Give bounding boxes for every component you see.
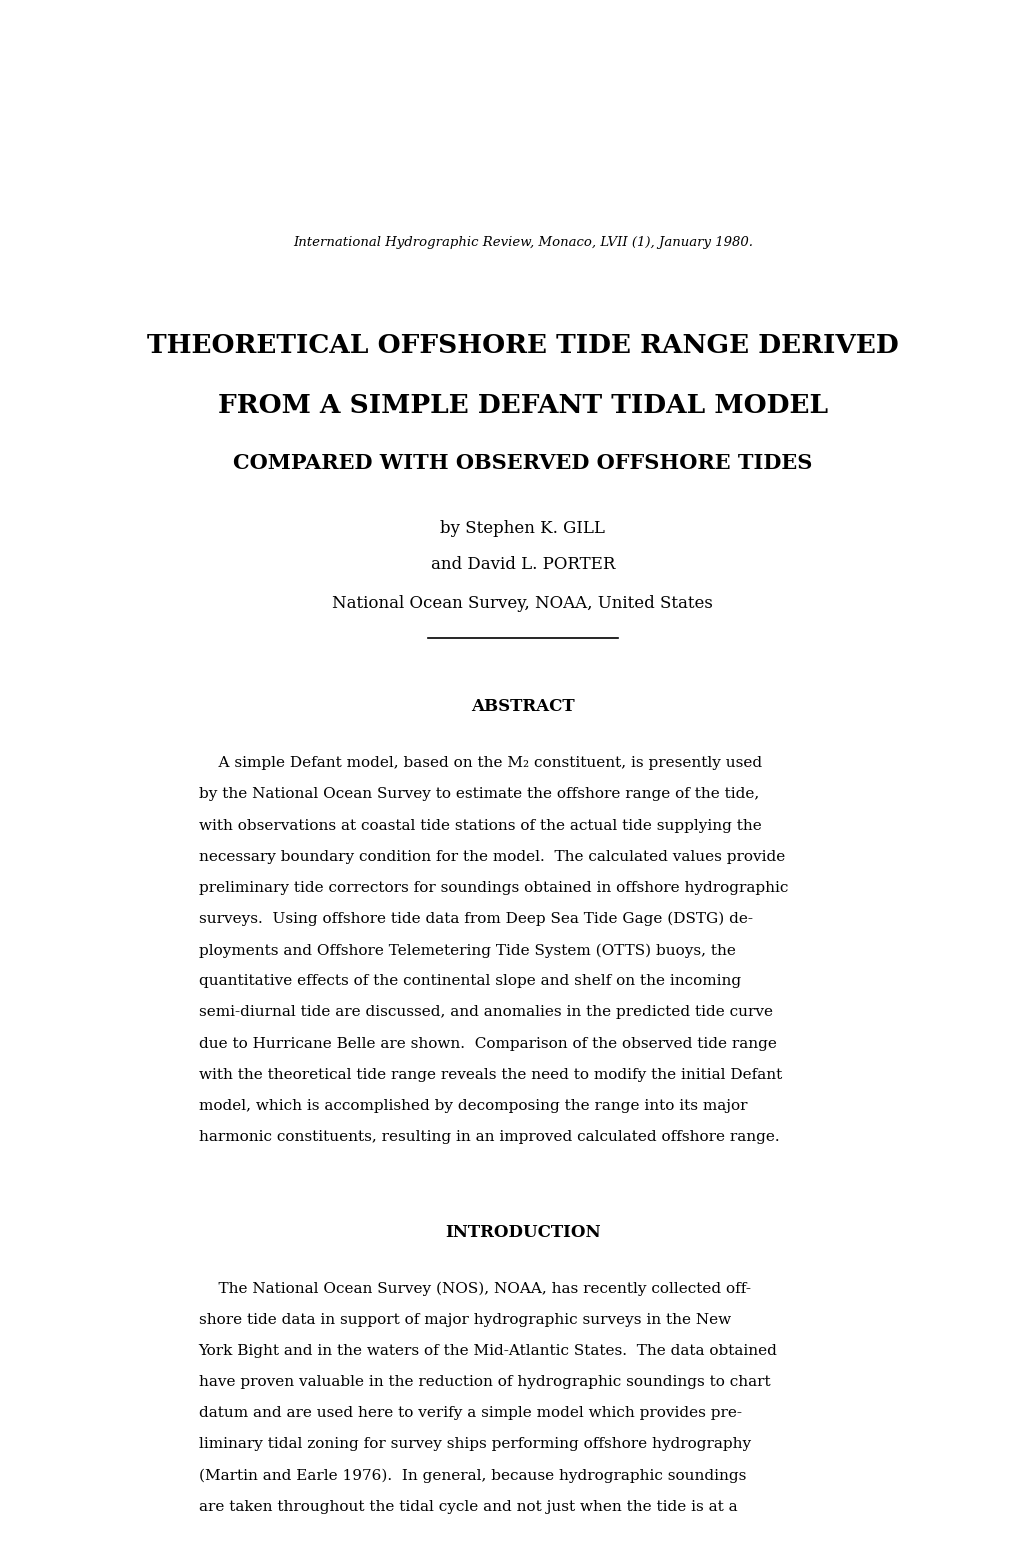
Text: National Ocean Survey, NOAA, United States: National Ocean Survey, NOAA, United Stat… (332, 594, 712, 611)
Text: and David L. PORTER: and David L. PORTER (430, 556, 614, 574)
Text: semi-diurnal tide are discussed, and anomalies in the predicted tide curve: semi-diurnal tide are discussed, and ano… (199, 1006, 771, 1020)
Text: surveys.  Using offshore tide data from Deep Sea Tide Gage (DSTG) de-: surveys. Using offshore tide data from D… (199, 912, 752, 926)
Text: ployments and Offshore Telemetering Tide System (OTTS) buoys, the: ployments and Offshore Telemetering Tide… (199, 943, 735, 957)
Text: by Stephen K. GILL: by Stephen K. GILL (440, 520, 604, 537)
Text: liminary tidal zoning for survey ships performing offshore hydrography: liminary tidal zoning for survey ships p… (199, 1437, 750, 1451)
Text: COMPARED WITH OBSERVED OFFSHORE TIDES: COMPARED WITH OBSERVED OFFSHORE TIDES (232, 453, 812, 473)
Text: quantitative effects of the continental slope and shelf on the incoming: quantitative effects of the continental … (199, 975, 740, 989)
Text: by the National Ocean Survey to estimate the offshore range of the tide,: by the National Ocean Survey to estimate… (199, 788, 758, 801)
Text: with observations at coastal tide stations of the actual tide supplying the: with observations at coastal tide statio… (199, 818, 760, 832)
Text: (Martin and Earle 1976).  In general, because hydrographic soundings: (Martin and Earle 1976). In general, bec… (199, 1468, 745, 1482)
Text: The National Ocean Survey (NOS), NOAA, has recently collected off-: The National Ocean Survey (NOS), NOAA, h… (199, 1282, 750, 1296)
Text: International Hydrographic Review, Monaco, LVII (1), January 1980.: International Hydrographic Review, Monac… (292, 237, 752, 249)
Text: with the theoretical tide range reveals the need to modify the initial Defant: with the theoretical tide range reveals … (199, 1067, 782, 1081)
Text: have proven valuable in the reduction of hydrographic soundings to chart: have proven valuable in the reduction of… (199, 1376, 769, 1388)
Text: THEORETICAL OFFSHORE TIDE RANGE DERIVED: THEORETICAL OFFSHORE TIDE RANGE DERIVED (147, 332, 898, 357)
Text: INTRODUCTION: INTRODUCTION (444, 1224, 600, 1241)
Text: ABSTRACT: ABSTRACT (471, 699, 574, 716)
Text: necessary boundary condition for the model.  The calculated values provide: necessary boundary condition for the mod… (199, 849, 785, 863)
Text: York Bight and in the waters of the Mid-Atlantic States.  The data obtained: York Bight and in the waters of the Mid-… (199, 1344, 776, 1359)
Text: datum and are used here to verify a simple model which provides pre-: datum and are used here to verify a simp… (199, 1406, 741, 1420)
Text: are taken throughout the tidal cycle and not just when the tide is at a: are taken throughout the tidal cycle and… (199, 1500, 737, 1514)
Text: due to Hurricane Belle are shown.  Comparison of the observed tide range: due to Hurricane Belle are shown. Compar… (199, 1036, 775, 1050)
Text: preliminary tide correctors for soundings obtained in offshore hydrographic: preliminary tide correctors for sounding… (199, 881, 788, 895)
Text: model, which is accomplished by decomposing the range into its major: model, which is accomplished by decompos… (199, 1098, 746, 1113)
Text: harmonic constituents, resulting in an improved calculated offshore range.: harmonic constituents, resulting in an i… (199, 1130, 779, 1144)
Text: A simple Defant model, based on the M₂ constituent, is presently used: A simple Defant model, based on the M₂ c… (199, 757, 761, 771)
Text: shore tide data in support of major hydrographic surveys in the New: shore tide data in support of major hydr… (199, 1313, 730, 1327)
Text: FROM A SIMPLE DEFANT TIDAL MODEL: FROM A SIMPLE DEFANT TIDAL MODEL (217, 393, 827, 418)
